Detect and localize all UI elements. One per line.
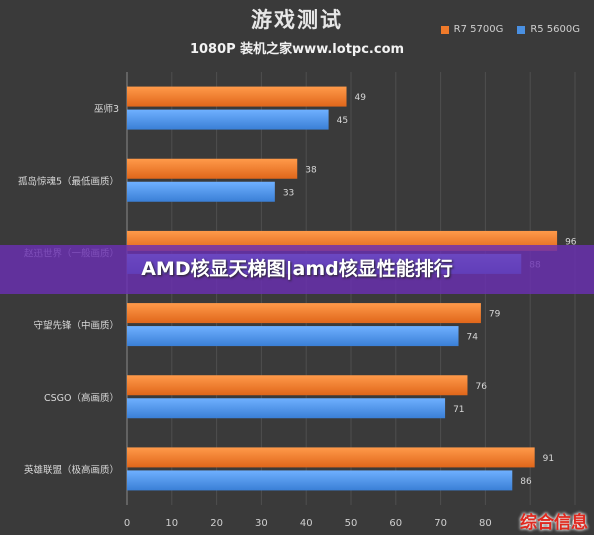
bar-r7: [127, 86, 347, 107]
bar-r5: [127, 326, 459, 347]
data-label: 38: [305, 165, 317, 175]
bar-r7: [127, 375, 468, 396]
chart-title: 游戏测试: [251, 8, 343, 32]
legend-item-r5: R5 5600G: [517, 24, 580, 35]
data-label: 74: [467, 333, 479, 343]
bar-r7: [127, 158, 298, 179]
x-tick-label: 0: [124, 518, 130, 529]
title-banner: AMD核显天梯图|amd核显性能排行: [0, 245, 594, 294]
bar-r5: [127, 181, 275, 202]
category-label: CSGO（高画质）: [44, 392, 119, 404]
bar-r5: [127, 398, 446, 419]
bar-r7: [127, 303, 481, 324]
legend-label-r7: R7 5700G: [453, 24, 504, 35]
category-label: 孤岛惊魂5（最低画质）: [18, 175, 119, 187]
x-tick-label: 100: [565, 518, 584, 529]
data-label: 79: [489, 310, 501, 320]
x-tick-label: 80: [479, 518, 492, 529]
data-label: 45: [337, 116, 348, 126]
x-tick-label: 10: [165, 518, 178, 529]
data-label: 49: [355, 93, 367, 103]
data-label: 76: [475, 382, 487, 392]
x-tick-label: 30: [255, 518, 268, 529]
x-tick-label: 60: [389, 518, 402, 529]
data-label: 91: [543, 454, 554, 464]
legend-swatch-r7: [440, 25, 449, 34]
chart-legend: R7 5700G R5 5600G: [440, 24, 580, 35]
bar-r5: [127, 109, 329, 130]
category-label: 守望先锋（中画质）: [33, 320, 119, 332]
x-tick-label: 50: [345, 518, 358, 529]
bar-r5: [127, 470, 513, 491]
x-tick-label: 90: [524, 518, 537, 529]
legend-item-r7: R7 5700G: [440, 24, 504, 35]
chart-subtitle: 1080P 装机之家www.lotpc.com: [189, 42, 405, 57]
data-label: 33: [283, 188, 294, 198]
x-tick-label: 20: [210, 518, 223, 529]
banner-text: AMD核显天梯图|amd核显性能排行: [141, 258, 453, 280]
bar-r7: [127, 447, 535, 468]
legend-swatch-r5: [517, 25, 526, 34]
category-label: 巫师3: [94, 103, 119, 115]
data-label: 71: [453, 405, 464, 415]
data-label: 96: [565, 237, 577, 247]
legend-label-r5: R5 5600G: [530, 24, 580, 35]
data-label: 86: [520, 477, 532, 487]
x-tick-label: 70: [434, 518, 447, 529]
category-label: 英雄联盟（极高画质）: [24, 464, 119, 476]
x-tick-label: 40: [300, 518, 313, 529]
watermark-logo: 综合信息: [520, 513, 588, 533]
